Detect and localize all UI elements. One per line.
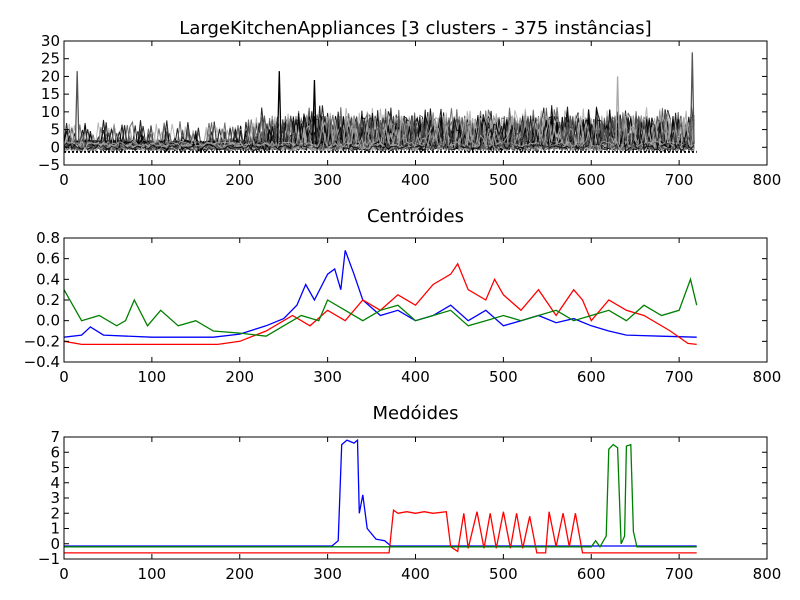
y-tick-label: −5	[38, 156, 60, 174]
x-tick-label: 400	[401, 171, 430, 189]
x-tick-label: 700	[665, 565, 694, 583]
x-tick-label: 0	[59, 171, 69, 189]
spike-line	[276, 71, 282, 144]
y-tick-label: 4	[50, 474, 60, 492]
y-tick-label: 0.2	[36, 291, 60, 309]
x-tick-label: 800	[753, 368, 782, 386]
plot-area	[64, 250, 698, 346]
chart-title: Centróides	[367, 206, 464, 227]
y-tick-label: 0	[50, 138, 60, 156]
x-tick-label: 300	[313, 565, 342, 583]
axes-frame	[63, 237, 768, 363]
centroids-panel: Centróides 0 100 200 300 400 500 600 700 800 −0.4 −…	[24, 206, 782, 386]
x-tick-label: 800	[753, 565, 782, 583]
y-tick-label: 0.0	[36, 312, 60, 330]
y-tick-label: 25	[41, 50, 60, 68]
y-tick-label: 7	[50, 428, 60, 446]
x-tick-label: 600	[577, 565, 606, 583]
spike-line	[689, 52, 695, 144]
x-tick-label: 600	[577, 368, 606, 386]
x-tick-label: 800	[753, 171, 782, 189]
y-tick-label: 2	[50, 504, 60, 522]
x-tick-label: 0	[59, 368, 69, 386]
x-tick-label: 200	[225, 368, 254, 386]
x-tick-label: 400	[401, 565, 430, 583]
y-tick-label: 20	[41, 67, 60, 85]
y-tick-label: 0.4	[36, 270, 60, 288]
y-tick-label: 10	[41, 103, 60, 121]
x-tick-label: 300	[313, 171, 342, 189]
x-tick-label: 100	[138, 171, 167, 189]
raw-series-line	[64, 109, 695, 152]
x-tick-label: 100	[138, 565, 167, 583]
y-tick-label: −0.2	[24, 332, 60, 350]
x-tick-label: 700	[665, 171, 694, 189]
x-tick-label: 500	[489, 171, 518, 189]
x-tick-label: 200	[225, 565, 254, 583]
y-tick-label: −0.4	[24, 353, 60, 371]
series-line	[64, 250, 697, 338]
plot-area	[64, 52, 697, 153]
spike-line	[615, 76, 621, 144]
series-line	[64, 262, 697, 346]
x-tick-label: 500	[489, 565, 518, 583]
x-tick-label: 700	[665, 368, 694, 386]
chart-title: LargeKitchenAppliances [3 clusters - 375…	[179, 18, 651, 39]
raw-series-panel: LargeKitchenAppliances [3 clusters - 375…	[38, 18, 781, 189]
y-tick-label: 1	[50, 520, 60, 538]
x-tick-label: 0	[59, 565, 69, 583]
y-tick-label: 30	[41, 32, 60, 50]
chart-title: Medóides	[373, 403, 459, 424]
x-tick-label: 600	[577, 171, 606, 189]
plot-area	[64, 438, 697, 554]
y-tick-label: 6	[50, 443, 60, 461]
x-tick-label: 300	[313, 368, 342, 386]
x-tick-label: 500	[489, 368, 518, 386]
series-line	[64, 438, 697, 547]
axes-frame	[63, 436, 768, 560]
series-line	[64, 443, 697, 548]
y-tick-label: 3	[50, 489, 60, 507]
raw-series-line	[64, 109, 695, 153]
y-tick-label: 15	[41, 85, 60, 103]
spike-line	[74, 71, 80, 144]
raw-series-line	[64, 111, 695, 153]
x-tick-label: 400	[401, 368, 430, 386]
series-line	[64, 277, 698, 337]
y-tick-label: 5	[50, 121, 60, 139]
y-tick-label: 5	[50, 459, 60, 477]
y-tick-label: 0.6	[36, 250, 60, 268]
y-tick-label: 0	[50, 535, 60, 553]
x-tick-label: 200	[225, 171, 254, 189]
x-tick-label: 100	[138, 368, 167, 386]
spike-line	[312, 79, 317, 144]
y-tick-label: 0.8	[36, 229, 60, 247]
y-tick-label: −1	[38, 550, 60, 568]
